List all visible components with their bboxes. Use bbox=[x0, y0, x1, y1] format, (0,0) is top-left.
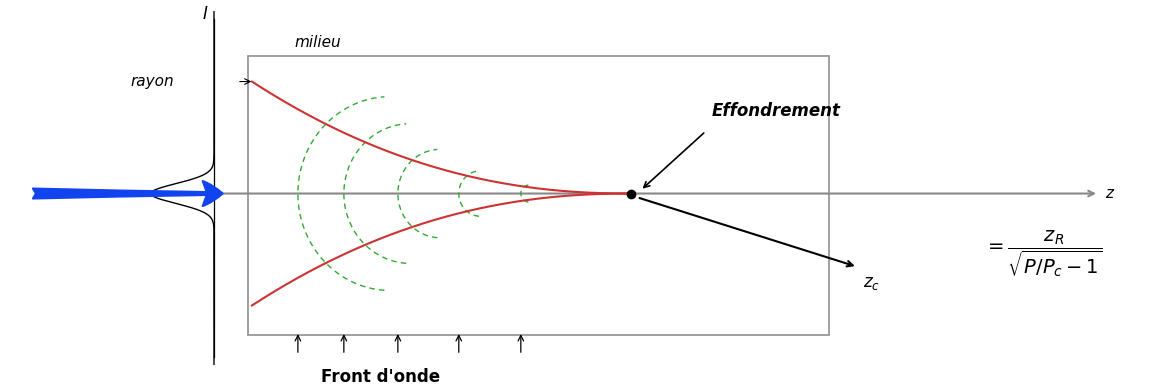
Text: $I$: $I$ bbox=[202, 5, 209, 23]
Text: $z_c$: $z_c$ bbox=[863, 274, 880, 292]
Text: Front d'onde: Front d'onde bbox=[321, 368, 440, 386]
Bar bbox=[249, 56, 828, 335]
Text: rayon: rayon bbox=[130, 74, 174, 89]
Text: milieu: milieu bbox=[295, 35, 341, 50]
Text: $= \dfrac{z_R}{\sqrt{P/P_c - 1}}$: $= \dfrac{z_R}{\sqrt{P/P_c - 1}}$ bbox=[984, 229, 1102, 280]
Text: Effondrement: Effondrement bbox=[712, 102, 841, 120]
Text: $z$: $z$ bbox=[1105, 186, 1115, 201]
